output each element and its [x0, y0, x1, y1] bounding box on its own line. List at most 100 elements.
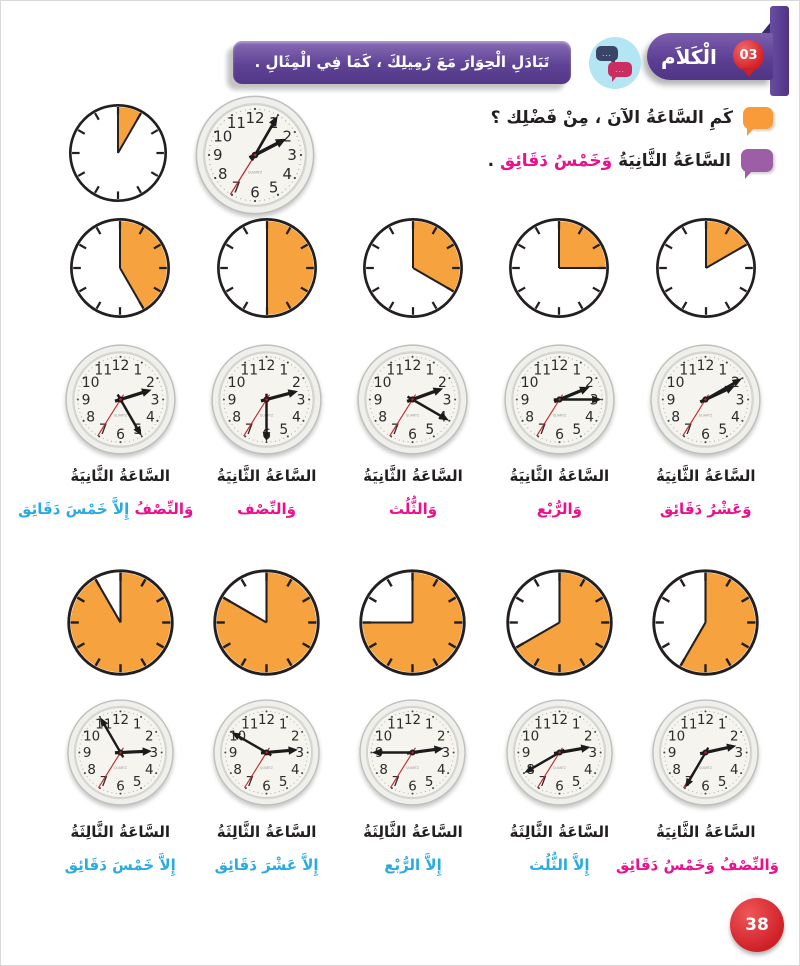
pie-clock-55min	[67, 569, 174, 676]
pie-clock-20min	[363, 218, 463, 318]
svg-text:2: 2	[438, 375, 447, 391]
svg-text:6: 6	[701, 779, 710, 794]
svg-text:3: 3	[297, 392, 306, 408]
grid-cell: السَّاعَةُ الثَّانِيَةُ وَعَشْرُ دَقَائِق	[633, 461, 779, 524]
svg-text:7: 7	[99, 775, 108, 790]
grid-cell: السَّاعَةُ الثَّانِيَةُ وَالرُّبْع	[486, 461, 632, 524]
grid-cell: 123456789101112QUARTZ	[340, 342, 486, 457]
svg-text:1: 1	[426, 362, 435, 378]
time-label-hour: السَّاعَةُ الثَّالِثَةُ	[216, 823, 317, 841]
svg-text:6: 6	[409, 779, 418, 794]
time-label-hour: السَّاعَةُ الثَّالِثَةُ	[363, 823, 463, 841]
svg-text:12: 12	[551, 358, 569, 374]
pie-clock-15min	[509, 218, 610, 318]
svg-text:QUARTZ: QUARTZ	[553, 766, 566, 770]
svg-text:9: 9	[520, 392, 529, 408]
svg-text:5: 5	[718, 775, 727, 790]
svg-text:3: 3	[296, 746, 305, 761]
svg-text:2: 2	[146, 375, 155, 391]
time-label-minutes: وَالنِّصْفُ إِلاَّ خَمْسَ دَقَائِق	[18, 494, 193, 524]
svg-text:3: 3	[149, 746, 158, 761]
svg-text:3: 3	[287, 146, 297, 164]
svg-text:5: 5	[269, 178, 279, 196]
time-label: السَّاعَةُ الثَّالِثَةُ إِلاَّ الرُّبْع	[340, 817, 486, 880]
svg-text:9: 9	[668, 746, 677, 761]
svg-text:12: 12	[258, 713, 275, 728]
time-label-minutes: إِلاَّ خَمْسَ دَقَائِق	[47, 850, 193, 880]
svg-text:6: 6	[555, 427, 564, 443]
dialog-answer-row: السَّاعَةُ الثَّانِيَةُ وَخَمْسُ دَقَائِ…	[487, 149, 773, 179]
analog-clock-2-30: 123456789101112QUARTZ	[211, 344, 322, 455]
grid-cell: السَّاعَةُ الثَّانِيَةُ وَالنِّصْفُ وَخَم…	[616, 817, 779, 880]
svg-text:8: 8	[86, 410, 95, 426]
svg-text:10: 10	[213, 128, 232, 146]
svg-text:6: 6	[116, 779, 125, 794]
svg-text:QUARTZ: QUARTZ	[553, 414, 567, 418]
page-number: 38	[730, 898, 784, 952]
svg-text:11: 11	[534, 717, 551, 732]
pie-clock-45min	[359, 569, 467, 676]
grid-cell: السَّاعَةُ الثَّانِيَةُ وَالثُّلُث	[340, 461, 486, 524]
svg-text:11: 11	[227, 114, 246, 132]
answer-text-part: .	[487, 150, 501, 171]
svg-text:12: 12	[404, 358, 422, 374]
svg-text:10: 10	[522, 729, 539, 744]
time-label-hour: السَّاعَةُ الثَّانِيَةُ	[70, 467, 170, 485]
time-label-part: إِلاَّ الثُّلُث	[529, 856, 590, 874]
svg-text:7: 7	[245, 422, 254, 438]
svg-text:1: 1	[279, 362, 288, 378]
time-label: السَّاعَةُ الثَّانِيَةُ وَالنِّصْفُ إِلاَ…	[18, 461, 193, 524]
analog-clock-2-50: 123456789101112QUARTZ	[213, 699, 320, 806]
svg-text:10: 10	[376, 729, 393, 744]
question-text: كَمِ السَّاعَةُ الآنَ ، مِنْ فَضْلِك ؟	[490, 108, 733, 128]
svg-text:12: 12	[551, 713, 568, 728]
svg-text:9: 9	[229, 746, 238, 761]
svg-text:1: 1	[425, 717, 434, 732]
svg-text:8: 8	[218, 165, 228, 183]
time-label-minutes: إِلاَّ الرُّبْع	[340, 850, 486, 880]
svg-text:7: 7	[99, 422, 108, 438]
svg-text:QUARTZ: QUARTZ	[113, 414, 127, 418]
grid-cell: السَّاعَةُ الثَّالِثَةُ إِلاَّ الرُّبْع	[340, 817, 486, 880]
svg-text:1: 1	[572, 717, 581, 732]
grid-cell	[486, 565, 632, 680]
analog-clock-2-15: 123456789101112QUARTZ	[504, 344, 615, 455]
time-label: السَّاعَةُ الثَّالِثَةُ إِلاَّ عَشْرَ دَق…	[193, 817, 339, 880]
dialog-question-row: كَمِ السَّاعَةُ الآنَ ، مِنْ فَضْلِك ؟	[490, 107, 773, 136]
svg-text:6: 6	[555, 779, 564, 794]
time-label: السَّاعَةُ الثَّانِيَةُ وَالنِّصْف	[193, 461, 339, 524]
time-label-hour: السَّاعَةُ الثَّانِيَةُ	[509, 467, 610, 485]
svg-text:2: 2	[438, 729, 447, 744]
time-label-part: إِلاَّ خَمْسَ دَقَائِق	[64, 856, 176, 874]
grid-cell: 123456789101112QUARTZ	[193, 697, 339, 808]
clock-row-top: 123456789101112QUARTZ123456789101112QUAR…	[47, 342, 779, 457]
svg-text:5: 5	[572, 775, 581, 790]
time-label-hour: السَّاعَةُ الثَّالِثَةُ	[70, 823, 170, 841]
time-label-minutes: وَعَشْرُ دَقَائِق	[633, 494, 779, 524]
svg-text:6: 6	[116, 427, 125, 443]
grid-cell: 123456789101112QUARTZ	[486, 697, 632, 808]
grid-cell: 123456789101112QUARTZ	[633, 697, 779, 808]
time-label-minutes: وَالرُّبْع	[486, 494, 632, 524]
svg-text:8: 8	[525, 410, 534, 426]
svg-text:5: 5	[426, 422, 435, 438]
svg-text:QUARTZ: QUARTZ	[248, 171, 263, 175]
grid-cell	[486, 214, 632, 322]
time-label-part: وَعَشْرُ دَقَائِق	[659, 500, 752, 518]
svg-text:5: 5	[133, 775, 142, 790]
grid-cell	[633, 565, 779, 680]
grid-cell: السَّاعَةُ الثَّالِثَةُ إِلاَّ خَمْسَ دَق…	[47, 817, 193, 880]
svg-text:9: 9	[522, 746, 531, 761]
time-label: السَّاعَةُ الثَّالِثَةُ إِلاَّ الثُّلُث	[486, 817, 632, 880]
svg-text:12: 12	[112, 713, 129, 728]
label-row-top: السَّاعَةُ الثَّانِيَةُ وَالنِّصْفُ إِلاَ…	[18, 461, 779, 524]
svg-text:QUARTZ: QUARTZ	[114, 766, 127, 770]
svg-text:2: 2	[292, 375, 301, 391]
svg-text:4: 4	[291, 763, 300, 778]
grid-cell	[193, 565, 339, 680]
svg-text:5: 5	[279, 775, 288, 790]
label-row-bottom: السَّاعَةُ الثَّالِثَةُ إِلاَّ خَمْسَ دَق…	[47, 817, 779, 880]
svg-text:3: 3	[150, 392, 159, 408]
analog-clock-2-35: 123456789101112QUARTZ	[652, 699, 759, 806]
